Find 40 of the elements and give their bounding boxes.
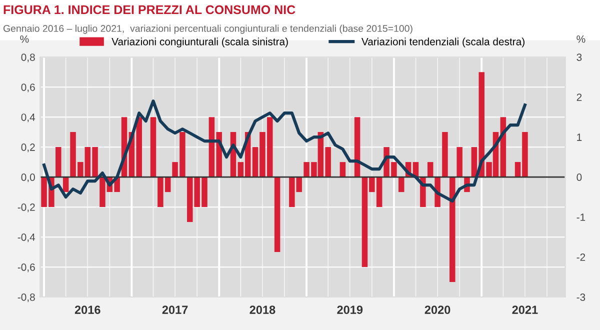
x-tick-label: 2021 bbox=[512, 306, 538, 314]
y2-tick-label: 3 bbox=[576, 54, 582, 61]
bar bbox=[442, 132, 448, 178]
y-tick-label: 0,2 bbox=[21, 144, 35, 152]
bar bbox=[274, 177, 280, 252]
y2-axis-title: % bbox=[576, 35, 586, 43]
x-tick-label: 2018 bbox=[250, 306, 276, 314]
bar bbox=[62, 177, 69, 192]
y-tick-label: 0,0 bbox=[21, 174, 35, 182]
x-tick-label: 2017 bbox=[162, 306, 188, 314]
y-tick-label: -0,8 bbox=[18, 294, 35, 302]
y2-tick-label: 2 bbox=[576, 94, 582, 101]
y2-tick-label: 0 bbox=[576, 174, 582, 181]
bar bbox=[354, 117, 360, 178]
y-tick-label: -0,4 bbox=[18, 234, 36, 242]
bar bbox=[450, 177, 456, 282]
bar bbox=[56, 147, 62, 178]
x-tick-label: 2019 bbox=[337, 306, 363, 314]
chart-title: FIGURA 1. INDICE DEI PREZZI AL CONSUMO NIC bbox=[4, 5, 296, 14]
bar bbox=[398, 177, 404, 192]
y2-tick-label: 1 bbox=[577, 134, 582, 141]
line-series bbox=[42, 100, 526, 203]
y2-tick-label: -1 bbox=[576, 214, 586, 221]
y-tick-label: 0,6 bbox=[21, 84, 35, 92]
x-tick-label: 2020 bbox=[424, 306, 450, 314]
bar bbox=[340, 162, 346, 178]
y2-tick-label: -3 bbox=[576, 294, 586, 301]
bar bbox=[456, 147, 462, 178]
y-tick-label: -0,2 bbox=[18, 204, 35, 212]
legend-label: Variazioni tendenziali (scala destra) bbox=[361, 38, 524, 48]
y-tick-label: 0,8 bbox=[21, 54, 35, 62]
y2-tick-label: -2 bbox=[576, 254, 586, 261]
y-tick-label: -0,6 bbox=[18, 264, 35, 272]
x-tick-label: 2016 bbox=[74, 306, 100, 314]
y-axis-title: % bbox=[20, 35, 29, 43]
y-tick-label: 0,4 bbox=[21, 114, 36, 122]
chart-subtitle: Gennaio 2016 – luglio 2021, variazioni percentuali congiunturali e tendenziali (base 2015=100) bbox=[3, 24, 412, 34]
bar bbox=[150, 117, 156, 178]
legend-label: Variazioni congiunturali (scala sinistra) bbox=[112, 38, 288, 48]
bar bbox=[427, 162, 434, 178]
